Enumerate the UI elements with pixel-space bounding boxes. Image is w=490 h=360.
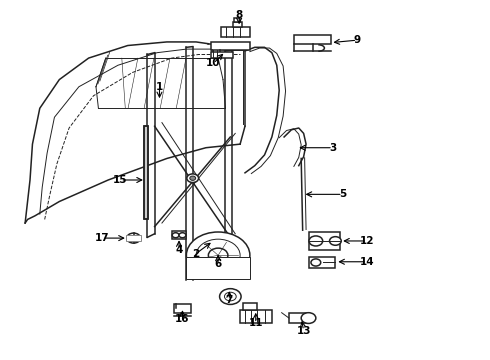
Circle shape — [187, 174, 198, 183]
Bar — [309, 257, 335, 268]
Circle shape — [196, 239, 240, 271]
Text: 7: 7 — [226, 295, 233, 305]
Text: 6: 6 — [215, 259, 222, 269]
Text: 5: 5 — [339, 189, 346, 199]
Circle shape — [127, 233, 141, 243]
Circle shape — [172, 233, 179, 238]
Text: 1: 1 — [156, 82, 163, 92]
Circle shape — [330, 237, 341, 245]
Bar — [289, 313, 309, 323]
Text: 9: 9 — [354, 35, 361, 45]
Circle shape — [130, 235, 137, 240]
Bar — [220, 27, 250, 37]
Bar — [211, 51, 233, 58]
Bar — [172, 231, 186, 239]
Circle shape — [220, 289, 241, 305]
Bar — [126, 234, 141, 241]
Text: 8: 8 — [236, 10, 243, 20]
Circle shape — [301, 313, 316, 323]
Bar — [144, 126, 148, 220]
Text: 14: 14 — [360, 257, 374, 267]
Bar — [144, 126, 148, 220]
Text: 10: 10 — [206, 58, 220, 68]
Text: 16: 16 — [175, 314, 190, 324]
Text: 12: 12 — [360, 236, 374, 246]
Circle shape — [179, 233, 186, 238]
Bar — [233, 22, 242, 27]
Circle shape — [309, 236, 323, 246]
Bar — [243, 303, 257, 310]
Text: 4: 4 — [175, 245, 183, 255]
Bar — [309, 232, 340, 250]
Bar — [211, 42, 250, 50]
Bar — [174, 304, 191, 313]
Text: 2: 2 — [193, 248, 200, 258]
Circle shape — [208, 248, 228, 262]
Circle shape — [186, 232, 250, 279]
Bar — [186, 257, 250, 279]
Text: 15: 15 — [113, 175, 128, 185]
Text: 11: 11 — [248, 319, 263, 328]
Bar — [234, 18, 240, 22]
Circle shape — [311, 259, 321, 266]
Circle shape — [190, 176, 196, 180]
Bar — [240, 310, 272, 323]
Text: 3: 3 — [329, 143, 337, 153]
Circle shape — [224, 292, 236, 301]
Bar — [294, 35, 331, 44]
Text: 17: 17 — [95, 233, 110, 243]
Text: 13: 13 — [296, 325, 311, 336]
